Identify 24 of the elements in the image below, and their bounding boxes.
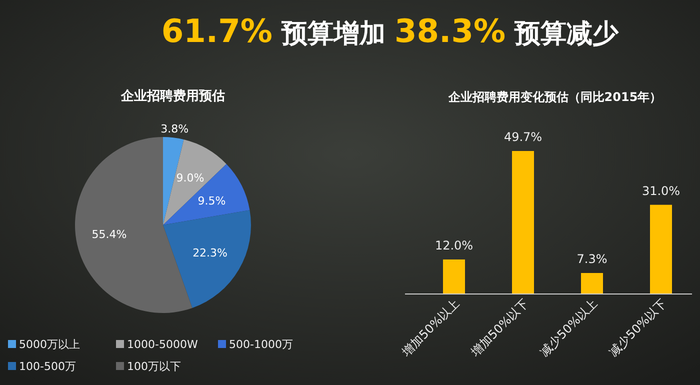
chart-title: 企业招聘费用预估 — [120, 89, 225, 104]
legend-label: 5000万以上 — [19, 338, 80, 351]
legend-label: 100万以下 — [127, 360, 181, 373]
legend-label: 1000-5000W — [127, 338, 198, 351]
pie-slice — [163, 164, 250, 225]
data-label: 31.0% — [642, 184, 680, 198]
data-label: 3.8% — [160, 122, 189, 136]
data-label: 9.5% — [198, 194, 226, 208]
bar — [650, 204, 672, 294]
pie-slice — [163, 139, 226, 225]
text: 61.7% 预算增加 38.3% 预算减少 — [161, 12, 620, 50]
pie-slice — [163, 210, 251, 308]
data-label: 12.0% — [434, 238, 474, 252]
bar — [443, 259, 465, 294]
data-label: 22.3% — [192, 246, 228, 260]
bar — [581, 272, 603, 294]
data-label: 9.0% — [176, 172, 204, 185]
data-label: 55.4% — [92, 228, 127, 242]
legend-label: 100-500万 — [19, 360, 76, 373]
data-label: 7.3% — [576, 252, 608, 266]
legend-label: 500-1000万 — [229, 338, 293, 351]
data-label: 49.7% — [504, 130, 542, 144]
bar — [512, 151, 534, 294]
chart-title: 企业招聘费用变化预估（同比2015年） — [447, 90, 662, 104]
